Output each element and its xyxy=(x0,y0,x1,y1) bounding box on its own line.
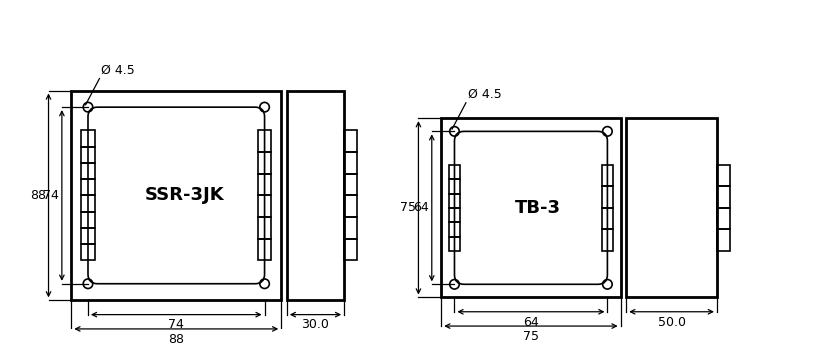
Bar xyxy=(449,165,460,179)
Bar xyxy=(81,130,94,147)
Bar xyxy=(717,208,730,229)
Bar xyxy=(449,237,460,251)
Bar xyxy=(602,229,613,251)
Text: 75: 75 xyxy=(523,330,539,343)
Bar xyxy=(449,222,460,237)
Bar xyxy=(449,208,460,222)
Bar xyxy=(72,91,281,300)
Bar xyxy=(449,194,460,208)
Text: 74: 74 xyxy=(43,189,59,202)
Bar xyxy=(344,196,357,217)
Text: 64: 64 xyxy=(523,316,539,328)
Bar xyxy=(449,179,460,194)
Text: Ø 4.5: Ø 4.5 xyxy=(101,64,135,77)
Bar xyxy=(344,152,357,174)
Bar xyxy=(344,239,357,260)
Bar xyxy=(258,217,271,239)
Text: 75: 75 xyxy=(400,201,416,214)
Bar xyxy=(717,229,730,251)
Text: 30.0: 30.0 xyxy=(301,318,330,332)
Bar xyxy=(717,165,730,186)
Bar xyxy=(81,228,94,244)
Bar xyxy=(81,196,94,212)
Bar xyxy=(344,130,357,152)
Text: 64: 64 xyxy=(414,201,429,214)
Text: TB-3: TB-3 xyxy=(515,199,561,217)
Bar xyxy=(81,147,94,163)
Bar xyxy=(81,163,94,179)
Bar xyxy=(441,118,620,297)
Bar xyxy=(717,186,730,208)
Bar xyxy=(602,186,613,208)
Text: 88: 88 xyxy=(29,189,46,202)
Bar xyxy=(344,217,357,239)
Bar xyxy=(258,152,271,174)
Bar xyxy=(81,212,94,228)
Bar xyxy=(258,174,271,196)
Bar xyxy=(287,91,344,300)
Text: SSR-3JK: SSR-3JK xyxy=(145,186,225,205)
Text: 74: 74 xyxy=(168,318,184,332)
Text: 50.0: 50.0 xyxy=(658,316,685,328)
Bar xyxy=(602,208,613,229)
Text: Ø 4.5: Ø 4.5 xyxy=(468,88,501,101)
Bar xyxy=(258,196,271,217)
Bar xyxy=(344,174,357,196)
Bar xyxy=(81,244,94,260)
Bar xyxy=(258,130,271,152)
Bar xyxy=(258,239,271,260)
Text: 88: 88 xyxy=(168,333,184,345)
Bar xyxy=(602,165,613,186)
Bar xyxy=(626,118,717,297)
Bar xyxy=(81,179,94,196)
